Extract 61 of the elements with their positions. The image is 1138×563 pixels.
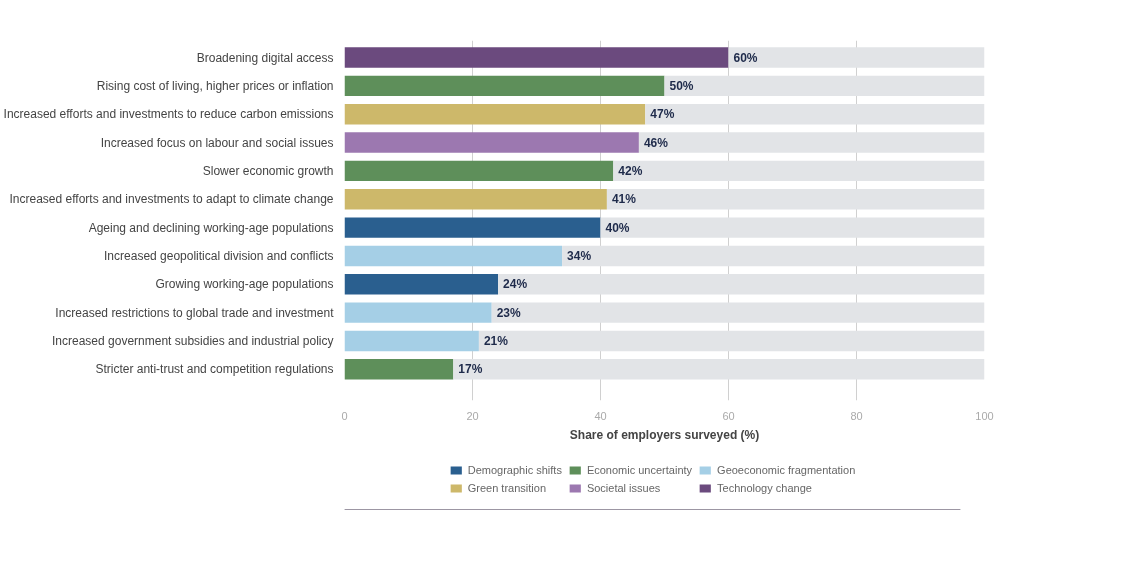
y-tick-label: Increased government subsidies and industrial policy: [52, 333, 334, 348]
y-tick-label: Increased efforts and investments to reduce carbon emissions: [3, 107, 334, 122]
bar: [344, 217, 601, 238]
bar: [344, 274, 499, 295]
bar: [344, 189, 607, 210]
bar: [491, 302, 985, 323]
y-tick-label: Increased efforts and investments to adapt to climate change: [9, 192, 334, 207]
bar: [453, 359, 985, 380]
data-label: 23%: [496, 305, 522, 320]
legend-label: Demographic shifts: [467, 464, 562, 476]
x-tick-label: 60: [722, 409, 735, 422]
bar: [344, 160, 614, 182]
bar: [613, 160, 985, 182]
x-tick-label: 40: [594, 409, 607, 422]
bar: [344, 302, 492, 323]
legend-label: Green transition: [467, 482, 547, 494]
y-tick-label: Stricter anti-trust and competition regulations: [95, 362, 334, 377]
bar: [664, 75, 985, 97]
legend-label: Geoeconomic fragmentation: [717, 464, 856, 476]
x-axis-title: Share of employers surveyed (%): [569, 427, 760, 442]
bar: [344, 359, 454, 380]
data-label: 47%: [650, 107, 675, 122]
data-label: 41%: [611, 192, 637, 207]
data-label: 21%: [483, 333, 509, 348]
x-tick-label: 0: [341, 409, 348, 422]
data-label: 24%: [503, 277, 528, 292]
y-tick-label: Slower economic growth: [202, 163, 334, 178]
bar: [478, 330, 985, 352]
bar: [638, 132, 985, 153]
data-label: 50%: [669, 78, 694, 93]
bar: [606, 189, 985, 210]
bar: [562, 245, 985, 267]
data-label: 40%: [605, 220, 630, 235]
bar: [645, 104, 985, 125]
y-tick-label: Increased geopolitical division and conflicts: [104, 248, 334, 263]
data-label: 42%: [618, 163, 643, 178]
y-tick-label: Growing working-age populations: [155, 277, 334, 292]
y-tick-label: Increased focus on labour and social issues: [100, 135, 334, 150]
x-tick-label: 80: [850, 409, 863, 422]
data-label: 46%: [643, 135, 669, 150]
bar: [344, 104, 646, 125]
x-tick-label: 20: [466, 409, 479, 422]
y-tick-label: Ageing and declining working-age populations: [88, 220, 334, 235]
x-tick-label: 100: [975, 409, 994, 422]
legend-label: Societal issues: [586, 482, 661, 494]
bar: [498, 274, 985, 295]
bar: [344, 47, 729, 68]
bar: [344, 330, 479, 352]
y-tick-label: Broadening digital access: [196, 50, 334, 65]
data-label: 17%: [458, 362, 483, 377]
y-tick-label: Increased restrictions to global trade and investment: [55, 305, 335, 320]
data-label: 60%: [733, 50, 758, 65]
bar: [344, 75, 665, 97]
bar: [600, 217, 985, 238]
legend-label: Economic uncertainty: [586, 464, 693, 476]
legend-label: Technology change: [717, 482, 812, 494]
bar: [344, 132, 639, 153]
bar: [728, 47, 985, 68]
data-label: 34%: [567, 248, 592, 263]
y-tick-label: Rising cost of living, higher prices or inflation: [96, 78, 334, 93]
bar: [344, 245, 563, 267]
